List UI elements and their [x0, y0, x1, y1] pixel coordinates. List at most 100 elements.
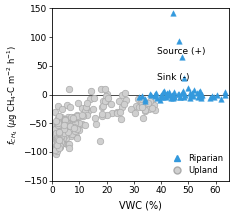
Point — [98, 139, 102, 143]
Point — [143, 99, 146, 102]
Point — [219, 97, 223, 101]
Point — [149, 99, 152, 103]
Legend: Riparian, Upland: Riparian, Upland — [167, 153, 225, 177]
Point — [53, 132, 57, 136]
Point — [94, 116, 97, 119]
Point — [63, 118, 66, 122]
Point — [179, 95, 182, 99]
Point — [223, 93, 227, 96]
Point — [183, 93, 187, 97]
Point — [190, 94, 194, 97]
Point — [66, 142, 69, 146]
Point — [71, 116, 74, 120]
Point — [86, 101, 89, 105]
Point — [195, 91, 199, 95]
Point — [85, 113, 89, 117]
Point — [62, 131, 66, 134]
Point — [63, 141, 67, 144]
Point — [58, 136, 62, 139]
Point — [56, 141, 59, 144]
Point — [56, 127, 60, 130]
Point — [54, 130, 57, 134]
Point — [71, 118, 75, 121]
Point — [59, 116, 63, 119]
Point — [54, 127, 57, 130]
Point — [83, 123, 87, 127]
Point — [103, 87, 107, 91]
Point — [86, 109, 89, 113]
Point — [64, 128, 67, 132]
Point — [223, 90, 227, 93]
Point — [165, 91, 168, 95]
Point — [164, 94, 168, 97]
Point — [61, 142, 65, 145]
Point — [161, 96, 165, 99]
Point — [190, 92, 194, 95]
Point — [58, 126, 61, 130]
Point — [183, 95, 186, 98]
Point — [155, 96, 159, 99]
Point — [76, 113, 79, 117]
Point — [136, 97, 140, 101]
Point — [66, 143, 70, 146]
Point — [54, 133, 58, 136]
Point — [68, 124, 72, 127]
Point — [215, 93, 218, 96]
Point — [109, 102, 113, 106]
Point — [54, 127, 57, 131]
Point — [63, 117, 66, 120]
Point — [66, 104, 69, 107]
Point — [104, 94, 108, 98]
Point — [199, 97, 203, 100]
Y-axis label: $f_{CH_4}$ ($\mu$g CH$_4$-C m$^{-2}$ h$^{-1}$): $f_{CH_4}$ ($\mu$g CH$_4$-C m$^{-2}$ h$^… — [5, 45, 20, 145]
Point — [140, 97, 144, 100]
Point — [57, 131, 60, 134]
Point — [55, 137, 58, 140]
Point — [171, 94, 175, 97]
Text: Source (+): Source (+) — [157, 47, 206, 56]
Point — [100, 115, 104, 118]
Point — [153, 94, 157, 98]
Point — [212, 95, 216, 98]
Point — [101, 99, 104, 103]
Point — [173, 96, 176, 99]
Point — [77, 121, 81, 125]
Point — [73, 126, 76, 129]
Point — [55, 127, 58, 131]
Point — [76, 101, 80, 105]
Point — [57, 143, 61, 146]
Point — [162, 90, 166, 93]
Point — [186, 86, 190, 89]
Point — [122, 102, 125, 106]
Point — [57, 137, 60, 140]
Point — [146, 102, 150, 105]
Point — [105, 113, 109, 116]
Point — [70, 117, 74, 120]
Point — [54, 119, 58, 122]
Point — [73, 118, 77, 121]
Point — [76, 115, 79, 118]
Point — [55, 143, 59, 146]
Point — [164, 95, 168, 98]
Point — [105, 99, 109, 103]
Point — [92, 96, 96, 100]
Point — [208, 96, 212, 100]
Point — [152, 103, 155, 107]
Point — [101, 112, 104, 115]
Point — [58, 146, 61, 150]
Point — [58, 129, 62, 132]
Point — [56, 124, 60, 127]
Point — [180, 91, 184, 95]
Point — [58, 140, 62, 143]
Point — [91, 107, 95, 111]
Point — [70, 123, 73, 126]
Point — [182, 77, 186, 80]
Point — [89, 89, 93, 93]
Point — [177, 39, 181, 43]
Point — [73, 125, 76, 129]
Point — [144, 104, 147, 107]
Point — [134, 104, 138, 108]
Point — [55, 131, 59, 134]
Point — [140, 94, 144, 98]
Point — [169, 96, 173, 99]
